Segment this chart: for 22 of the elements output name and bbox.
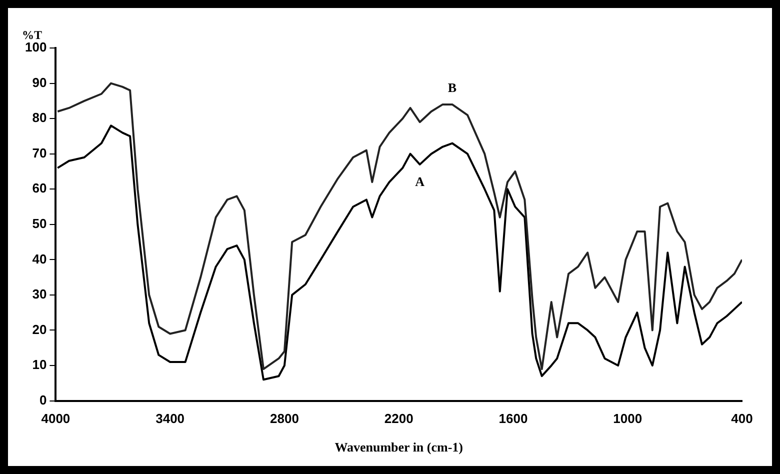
x-tick-label: 1600 xyxy=(498,411,528,426)
y-tick-label: 0 xyxy=(39,392,47,408)
y-tick-label: 20 xyxy=(32,322,47,337)
y-tick-label: 10 xyxy=(32,357,47,372)
y-tick-label: 50 xyxy=(32,216,47,231)
y-tick-label: 100 xyxy=(24,40,47,55)
series-label: A xyxy=(415,174,426,189)
x-tick-label: 400 xyxy=(731,411,753,426)
x-tick-label: 2800 xyxy=(270,411,299,426)
x-tick-label: 1000 xyxy=(613,411,642,426)
y-tick-label: 80 xyxy=(32,110,47,126)
x-axis-title: Wavenumber in (cm-1) xyxy=(334,440,463,455)
series-label: B xyxy=(448,80,457,95)
x-tick-label: 2200 xyxy=(384,411,414,426)
y-tick-label: 40 xyxy=(32,251,47,266)
y-tick-label: 70 xyxy=(32,145,47,160)
y-tick-label: 90 xyxy=(32,74,47,90)
y-tick-label: 30 xyxy=(32,286,47,302)
x-tick-label: 4000 xyxy=(41,411,70,426)
y-axis-title: %T xyxy=(22,28,42,42)
y-tick-label: 60 xyxy=(32,180,47,196)
x-tick-label: 3400 xyxy=(156,411,185,426)
